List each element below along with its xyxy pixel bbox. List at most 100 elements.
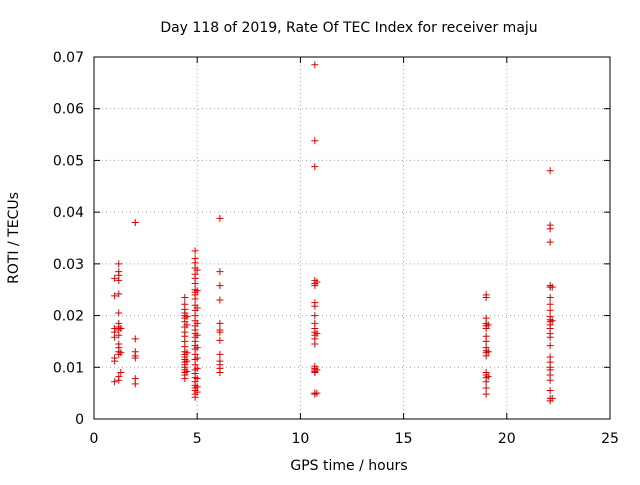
x-tick-label: 20 bbox=[498, 431, 516, 447]
data-point bbox=[183, 367, 191, 375]
data-point bbox=[311, 312, 319, 320]
data-point bbox=[183, 349, 191, 357]
data-point bbox=[546, 167, 554, 175]
data-point bbox=[482, 384, 490, 392]
data-point bbox=[482, 368, 490, 376]
x-tick-label: 0 bbox=[90, 431, 99, 447]
data-point bbox=[111, 325, 119, 332]
data-point bbox=[548, 317, 556, 325]
y-axis-title: ROTI / TECUs bbox=[6, 192, 22, 284]
data-point bbox=[313, 278, 321, 286]
data-point bbox=[181, 300, 189, 308]
data-point bbox=[193, 375, 201, 383]
data-point bbox=[311, 299, 319, 307]
data-point bbox=[115, 373, 123, 381]
data-layer bbox=[111, 61, 556, 405]
data-point bbox=[482, 332, 490, 340]
data-point bbox=[546, 387, 554, 395]
data-point bbox=[193, 383, 201, 391]
data-point bbox=[193, 319, 201, 327]
data-point bbox=[117, 325, 125, 332]
data-point bbox=[546, 300, 554, 308]
data-point bbox=[117, 349, 125, 357]
data-point bbox=[115, 340, 123, 348]
y-tick-label: 0.01 bbox=[53, 360, 84, 376]
data-point bbox=[546, 353, 554, 361]
tick-layer: 0 5 10 15 20 25 0 0.01 0.02 0.03 0.04 0.05 0.06 0.07 bbox=[53, 50, 619, 447]
data-point bbox=[131, 375, 139, 383]
data-point bbox=[216, 357, 224, 365]
data-point bbox=[115, 260, 123, 268]
data-point bbox=[191, 270, 199, 278]
x-tick-label: 15 bbox=[395, 431, 413, 447]
data-point bbox=[482, 390, 490, 398]
data-point bbox=[216, 296, 224, 304]
y-tick-label: 0.04 bbox=[53, 205, 84, 221]
data-point bbox=[111, 274, 119, 282]
data-point bbox=[484, 373, 492, 381]
data-point bbox=[546, 342, 554, 350]
data-point bbox=[111, 378, 119, 386]
data-point bbox=[111, 354, 119, 362]
data-point bbox=[115, 319, 123, 327]
data-point bbox=[183, 321, 191, 329]
data-point bbox=[191, 255, 199, 263]
data-point bbox=[313, 366, 321, 374]
chart-title: Day 118 of 2019, Rate Of TEC Index for r… bbox=[160, 20, 537, 36]
data-point bbox=[482, 314, 490, 322]
data-point bbox=[311, 362, 319, 370]
y-tick-label: 0 bbox=[75, 412, 84, 428]
data-point bbox=[484, 348, 492, 356]
y-tick-label: 0.03 bbox=[53, 257, 84, 273]
data-point bbox=[193, 331, 201, 339]
data-point bbox=[183, 313, 191, 321]
data-point bbox=[111, 292, 119, 300]
data-point bbox=[181, 293, 189, 301]
data-point bbox=[193, 364, 201, 372]
x-tick-label: 5 bbox=[193, 431, 202, 447]
data-point bbox=[546, 293, 554, 301]
data-point bbox=[131, 348, 139, 356]
data-point bbox=[482, 291, 490, 299]
data-point bbox=[482, 344, 490, 352]
data-point bbox=[313, 389, 321, 397]
data-point bbox=[131, 335, 139, 343]
data-point bbox=[216, 268, 224, 276]
data-point bbox=[548, 283, 556, 291]
data-point bbox=[311, 61, 319, 69]
data-point bbox=[216, 319, 224, 327]
y-tick-label: 0.05 bbox=[53, 153, 84, 169]
data-point bbox=[183, 357, 191, 365]
data-point bbox=[216, 282, 224, 290]
data-point bbox=[193, 266, 201, 274]
data-point bbox=[117, 368, 125, 376]
data-point bbox=[484, 321, 492, 329]
data-point bbox=[216, 326, 224, 334]
data-point bbox=[193, 304, 201, 312]
data-point bbox=[216, 350, 224, 358]
plot-frame bbox=[93, 56, 611, 420]
data-point bbox=[193, 287, 201, 295]
data-point bbox=[546, 221, 554, 229]
y-tick-label: 0.02 bbox=[53, 309, 84, 325]
data-point bbox=[311, 319, 319, 327]
data-point bbox=[313, 330, 321, 338]
data-point bbox=[115, 309, 123, 317]
data-point bbox=[115, 290, 123, 298]
x-axis-title: GPS time / hours bbox=[290, 458, 407, 474]
y-tick-label: 0.07 bbox=[53, 50, 84, 66]
grid-layer bbox=[94, 57, 610, 419]
data-point bbox=[131, 218, 139, 226]
data-point bbox=[546, 306, 554, 314]
x-tick-label: 10 bbox=[291, 431, 309, 447]
data-point bbox=[191, 247, 199, 255]
y-tick-label: 0.06 bbox=[53, 102, 84, 118]
data-point bbox=[311, 137, 319, 145]
data-point bbox=[216, 214, 224, 222]
x-tick-label: 25 bbox=[601, 431, 619, 447]
data-point bbox=[546, 313, 554, 321]
data-point bbox=[193, 354, 201, 362]
